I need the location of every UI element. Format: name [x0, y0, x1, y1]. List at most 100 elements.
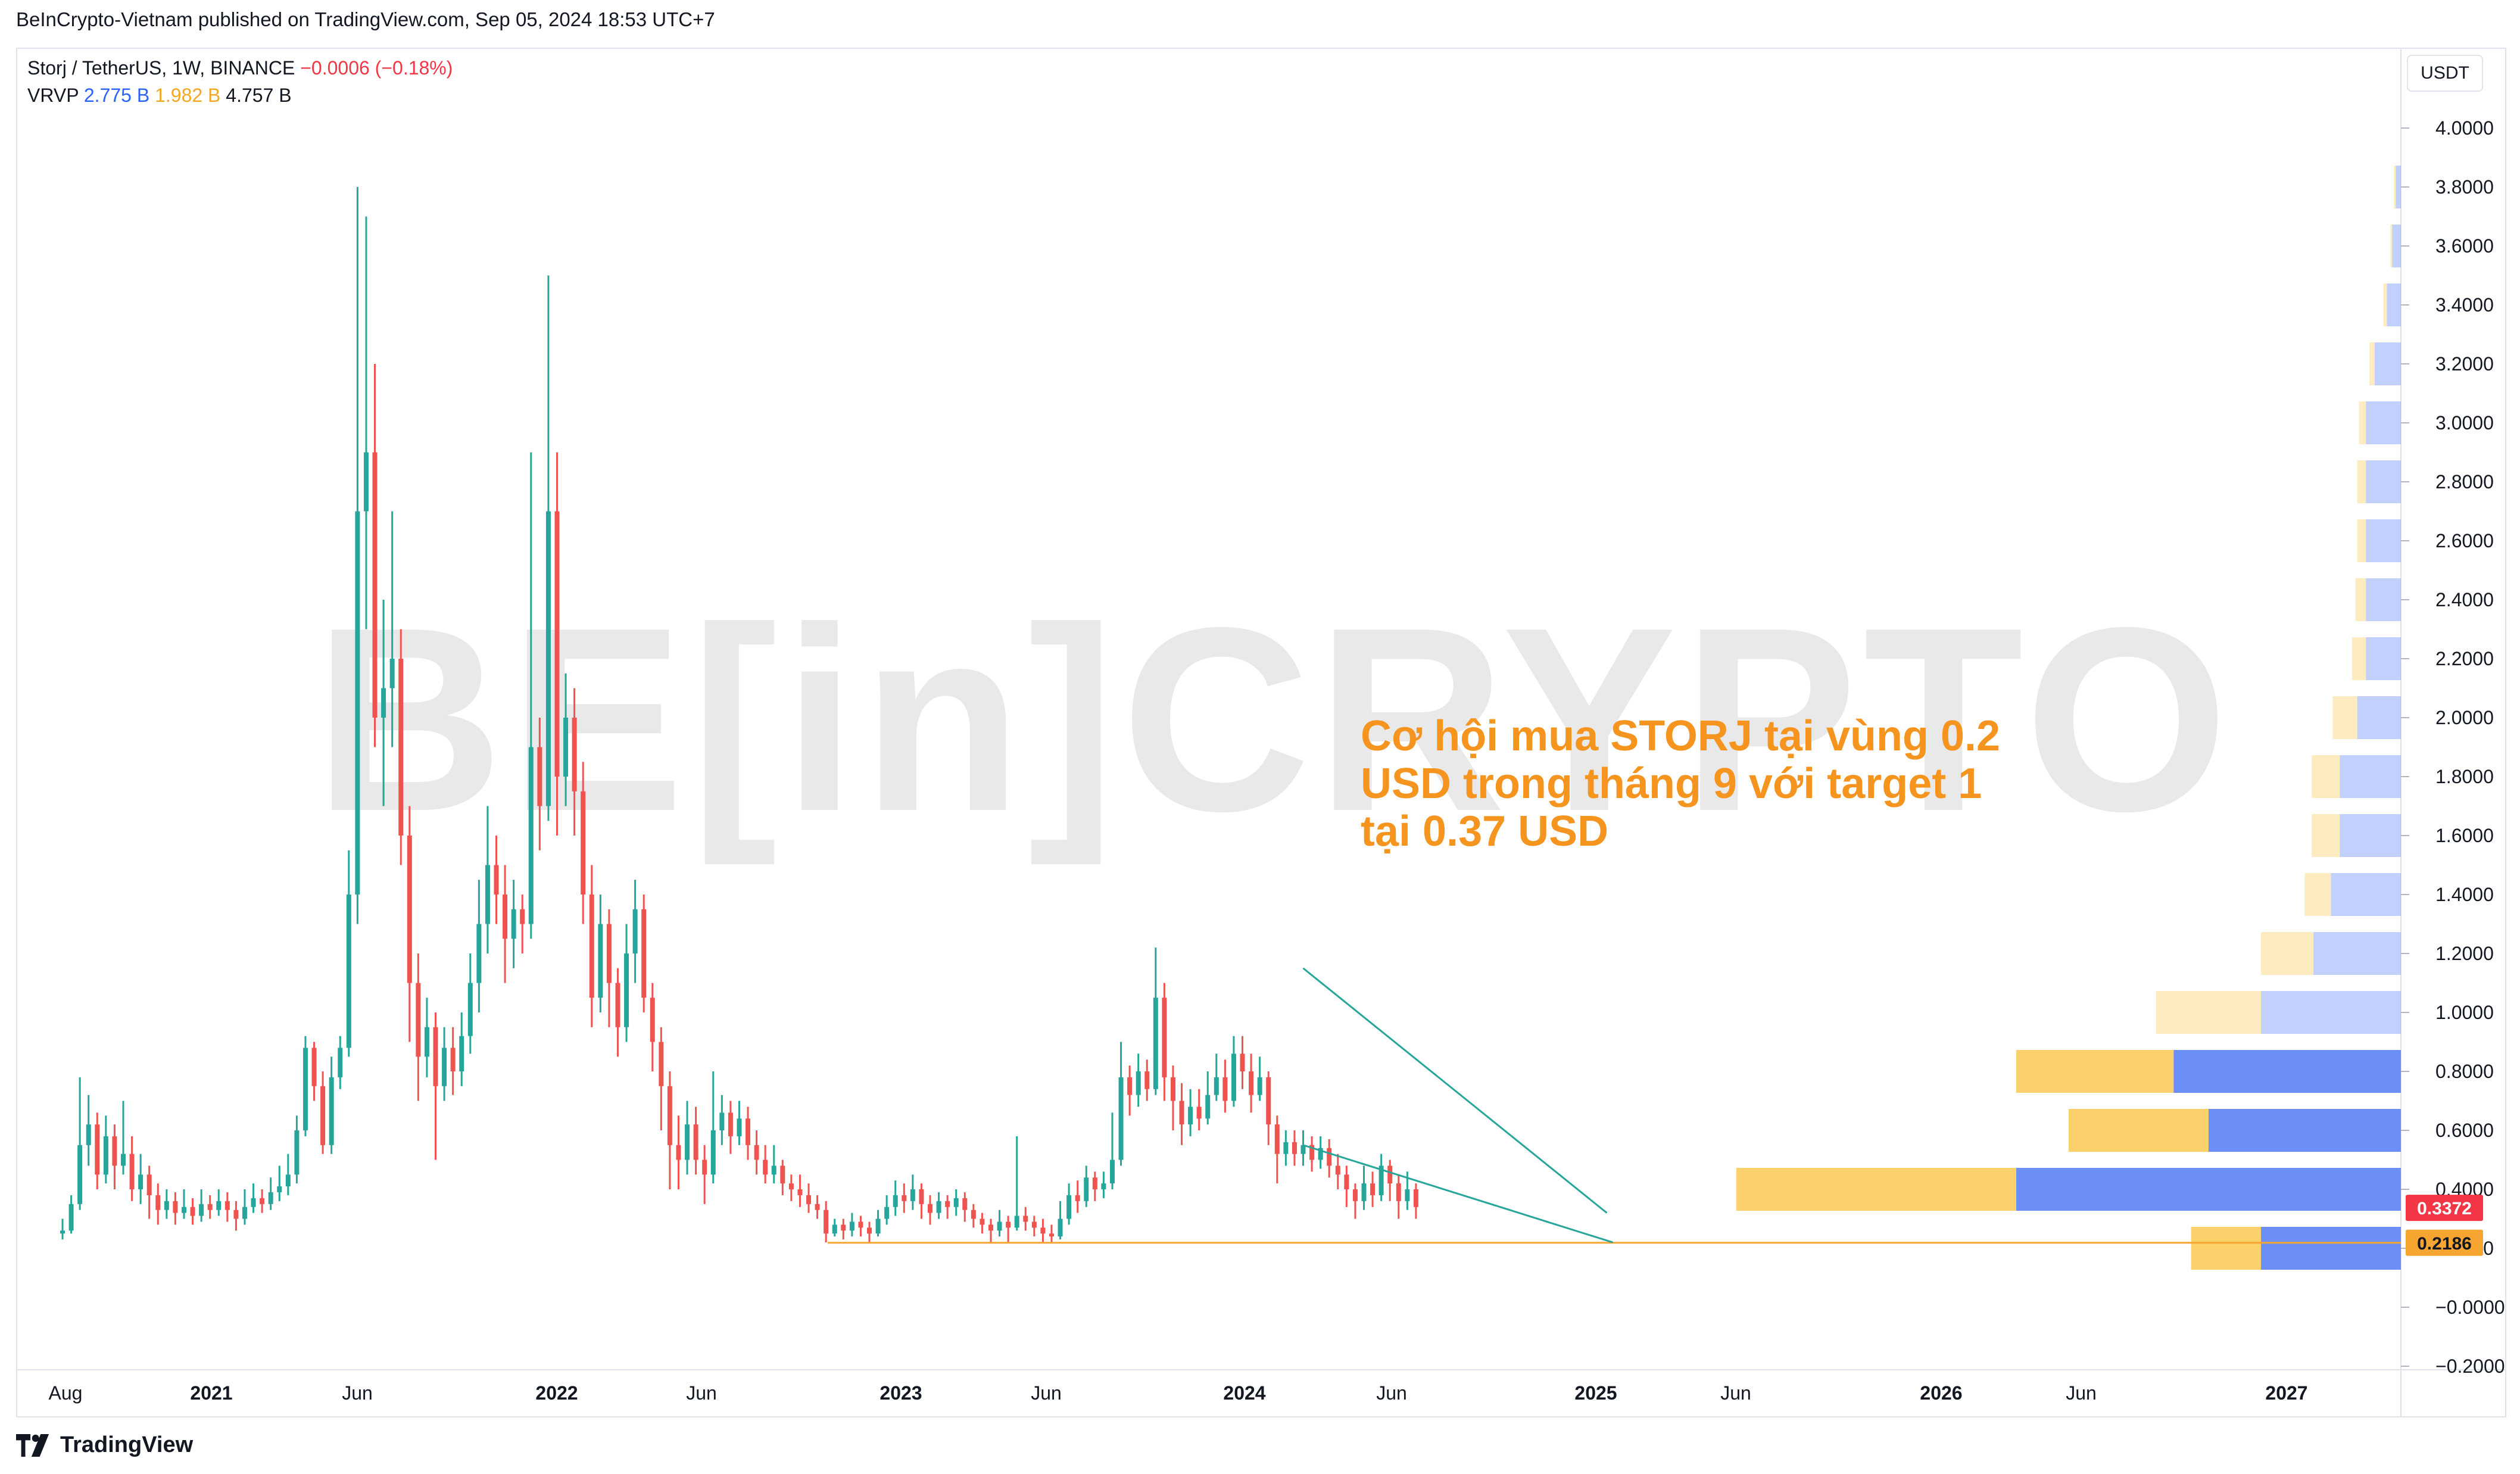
y-tick-label: 1.2000: [2435, 943, 2494, 964]
candle-body: [771, 1166, 776, 1175]
candle-body: [1153, 998, 1158, 1089]
y-tick-label: 0.6000: [2435, 1120, 2494, 1141]
candle-body: [1136, 1071, 1141, 1095]
indicator-label[interactable]: VRVP: [27, 85, 79, 106]
candle-body: [1405, 1189, 1410, 1201]
candle-body: [953, 1198, 959, 1207]
candle-body: [702, 1160, 707, 1175]
volume-profile-bar-up: [2387, 283, 2401, 326]
candle-body: [1179, 1101, 1184, 1125]
y-tick-label: 1.8000: [2435, 766, 2494, 787]
candle-body: [155, 1195, 161, 1210]
y-tick-label: 2.0000: [2435, 707, 2494, 728]
candle-body: [754, 1145, 759, 1160]
candle-body: [615, 983, 620, 1027]
y-tick-label: 3.4000: [2435, 294, 2494, 316]
candle-body: [858, 1221, 863, 1228]
candle-body: [676, 1145, 681, 1160]
volume-up: 2.775 B: [83, 85, 150, 106]
candle-body: [1188, 1107, 1193, 1125]
x-tick-label: 2026: [1920, 1382, 1962, 1404]
candle-body: [1214, 1077, 1219, 1095]
candle-body: [372, 452, 378, 718]
candle-body: [1066, 1195, 1072, 1219]
candle-body: [77, 1145, 83, 1204]
candle-body: [902, 1195, 907, 1201]
candle-body: [554, 511, 560, 777]
currency-button[interactable]: USDT: [2407, 55, 2483, 92]
x-tick-label: 2021: [190, 1382, 232, 1404]
tradingview-logo-icon: [16, 1434, 49, 1457]
volume-profile-bar-up: [2366, 637, 2401, 680]
candle-body: [1162, 998, 1167, 1077]
candle-body: [1118, 1077, 1124, 1160]
candle-body: [1144, 1071, 1150, 1089]
candle-body: [467, 983, 473, 1036]
candle-body: [1352, 1189, 1358, 1201]
x-tick-label: Jun: [686, 1382, 717, 1404]
y-tick-label: 3.2000: [2435, 353, 2494, 375]
candle-body: [1249, 1071, 1254, 1095]
vrvp-legend[interactable]: VRVP 2.775 B 1.982 B 4.757 B: [27, 85, 292, 107]
candle-body: [329, 1077, 334, 1145]
candle-body: [910, 1189, 915, 1201]
symbol-legend[interactable]: Storj / TetherUS, 1W, BINANCE −0.0006 (−…: [27, 57, 453, 79]
volume-total: 4.757 B: [226, 85, 292, 106]
candle-body: [68, 1204, 74, 1231]
candle-body: [338, 1048, 343, 1077]
candle-body: [788, 1183, 794, 1189]
candle-body: [1205, 1095, 1211, 1119]
candle-body: [997, 1221, 1002, 1231]
candle-body: [95, 1124, 100, 1175]
volume-profile-bar-up: [2208, 1109, 2401, 1152]
candle-body: [199, 1204, 204, 1216]
volume-profile-bar-down: [2390, 225, 2393, 267]
candle-body: [424, 1027, 429, 1057]
volume-profile-bar-down: [2383, 283, 2387, 326]
candle-body: [1101, 1183, 1106, 1189]
candle-body: [1006, 1221, 1011, 1228]
y-tick-label: 2.2000: [2435, 648, 2494, 669]
y-tick-label: 3.6000: [2435, 235, 2494, 257]
candle-body: [988, 1224, 993, 1231]
y-tick-label: 2.8000: [2435, 471, 2494, 493]
candle-body: [893, 1195, 898, 1207]
volume-profile-bar-down: [2069, 1109, 2209, 1152]
candle-body: [867, 1227, 872, 1234]
candle-body: [1109, 1160, 1115, 1184]
x-tick-label: Jun: [1031, 1382, 1062, 1404]
volume-profile-bar-up: [2396, 166, 2401, 208]
candle-body: [129, 1154, 135, 1189]
candle-body: [1361, 1183, 1367, 1201]
volume-profile-bar-down: [2156, 991, 2262, 1034]
candle-body: [815, 1204, 820, 1210]
volume-profile-bar-down: [2312, 814, 2340, 857]
candle-body: [450, 1048, 456, 1071]
candle-body: [120, 1154, 126, 1166]
volume-profile-bar-up: [2261, 1227, 2401, 1270]
candle-body: [606, 924, 612, 983]
y-tick-label: 4.0000: [2435, 117, 2494, 139]
symbol-label[interactable]: Storj / TetherUS, 1W, BINANCE: [27, 57, 295, 79]
volume-profile-bar-down: [2359, 401, 2366, 444]
candle-body: [746, 1118, 751, 1145]
candle-body: [1300, 1145, 1306, 1154]
candle-body: [173, 1201, 178, 1213]
candle-body: [476, 924, 482, 983]
candle-body: [1040, 1227, 1046, 1234]
candle-body: [589, 895, 594, 998]
candle-body: [1370, 1183, 1376, 1195]
candle-body: [1092, 1177, 1097, 1189]
volume-profile-bar-up: [2366, 401, 2401, 444]
y-tick-label: 2.4000: [2435, 589, 2494, 610]
candle-body: [936, 1201, 941, 1213]
tradingview-footer[interactable]: TradingView: [16, 1432, 193, 1458]
candle-body: [875, 1219, 881, 1234]
candle-body: [1292, 1142, 1297, 1154]
chart-frame: [16, 48, 2506, 1417]
y-tick-label: 2.6000: [2435, 530, 2494, 551]
volume-profile-bar-down: [2191, 1227, 2262, 1270]
candle-body: [320, 1086, 326, 1145]
candle-body: [1327, 1148, 1332, 1166]
